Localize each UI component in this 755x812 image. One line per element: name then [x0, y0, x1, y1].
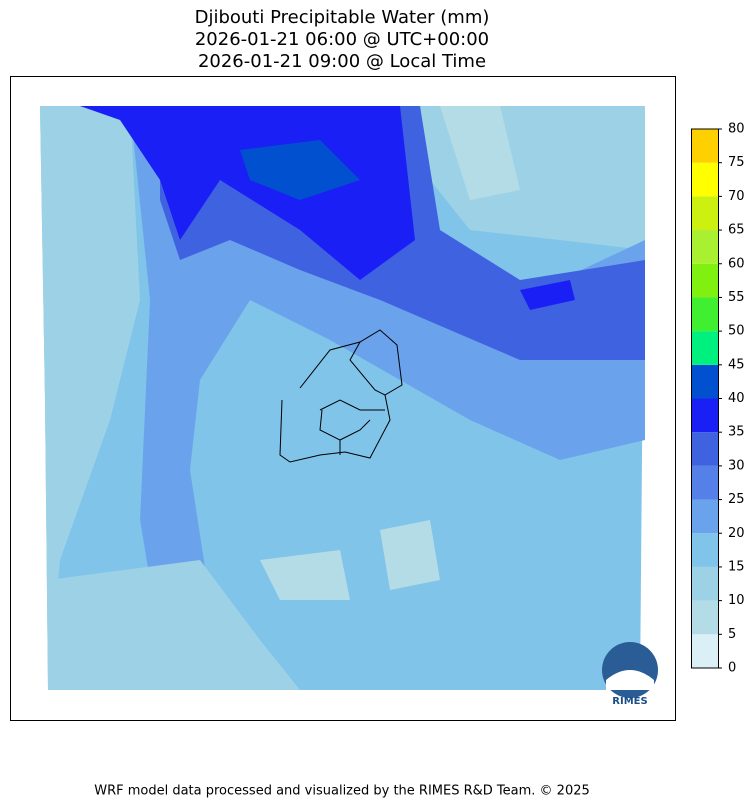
colorbar-segment — [691, 432, 718, 466]
colorbar-segment — [691, 533, 718, 567]
colorbar-segment — [691, 499, 718, 534]
colorbar-tick-label: 10 — [728, 593, 745, 608]
colorbar-segment — [691, 398, 718, 433]
title-line: 2026-01-21 06:00 @ UTC+00:00 — [195, 29, 489, 50]
colorbar-tick-label: 25 — [728, 492, 745, 507]
footer: WRF model data processed and visualized … — [94, 784, 590, 799]
country-borders — [279, 329, 403, 463]
logo: RIMES — [602, 642, 658, 707]
colorbar-tick-label: 45 — [728, 357, 745, 372]
colorbar: 0 5 10 15 20 25 30 35 40 45 50 55 60 65 70 75 80 — [691, 122, 745, 676]
colorbar-tick-label: 70 — [728, 189, 745, 204]
colorbar-tick-label: 80 — [728, 122, 745, 137]
colorbar-tick-label: 40 — [728, 391, 745, 406]
colorbar-tick-label: 60 — [728, 256, 745, 271]
colorbar-tick-label: 15 — [728, 559, 745, 574]
colorbar-segment — [691, 196, 718, 231]
title-line: Djibouti Precipitable Water (mm) — [195, 7, 490, 28]
colorbar-segment — [691, 566, 718, 601]
colorbar-tick-label: 50 — [728, 324, 745, 339]
colorbar-tick-label: 75 — [728, 155, 745, 170]
colorbar-segment — [691, 297, 718, 332]
logo-text: RIMES — [612, 696, 647, 707]
colorbar-segment — [691, 634, 718, 668]
colorbar-segment — [691, 162, 718, 197]
map-field — [40, 106, 645, 690]
colorbar-tick-label: 35 — [728, 425, 745, 440]
colorbar-segment — [691, 263, 718, 298]
colorbar-tick-label: 5 — [728, 627, 736, 642]
colorbar-tick-label: 65 — [728, 223, 745, 238]
colorbar-segment — [691, 465, 718, 500]
colorbar-segment — [691, 230, 718, 264]
colorbar-tick-label: 30 — [728, 458, 745, 473]
colorbar-tick-label: 0 — [728, 661, 736, 676]
colorbar-segment — [691, 129, 718, 163]
colorbar-tick-label: 20 — [728, 526, 745, 541]
colorbar-segment — [691, 600, 718, 635]
colorbar-segment — [691, 331, 718, 365]
colorbar-segment — [691, 364, 718, 399]
colorbar-tick-label: 55 — [728, 290, 745, 305]
title-line: 2026-01-21 09:00 @ Local Time — [198, 51, 486, 72]
